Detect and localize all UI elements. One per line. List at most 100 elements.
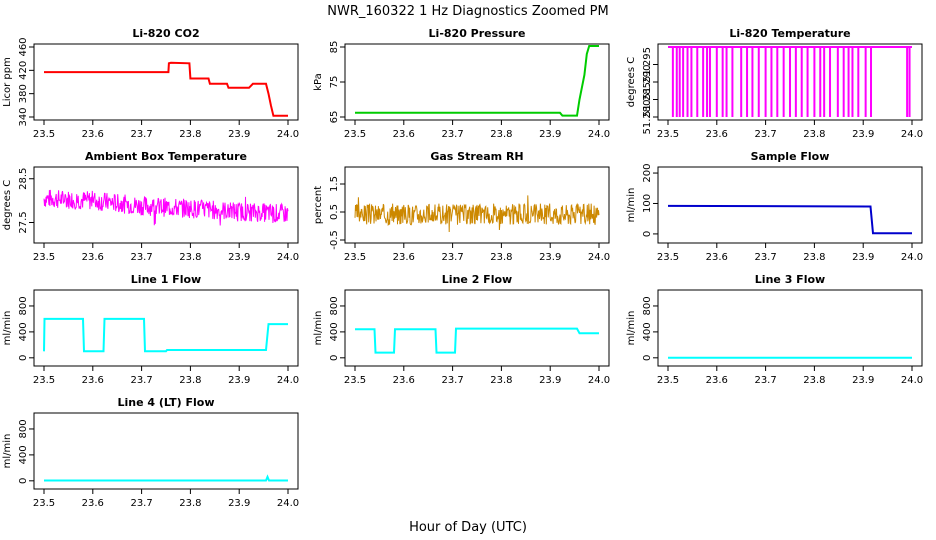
x-tick-label: 23.7 [441,129,463,140]
series-line [355,45,599,117]
panel-line4: Line 4 (LT) Flow ml/min 23.5 23.6 23.7 23.8 23… [2,396,299,509]
x-tick-label: 23.6 [82,129,104,140]
x-tick-label: 23.6 [82,252,104,263]
x-tick-label: 23.9 [228,129,250,140]
x-tick-label: 23.6 [393,129,415,140]
x-tick-label: 23.9 [852,375,874,386]
y-tick-label: 51.290 [642,65,653,100]
panel-sample_flow: Sample Flow ml/min 23.5 23.6 23.7 23.8 23.9 24.… [626,150,923,263]
y-axis-label: Licor ppm [2,57,13,107]
panels-grid: Li-820 CO2 Licor ppm 23.5 23.6 23.7 23.8 23.9 2… [2,27,923,509]
y-tick-label: 380 [18,84,29,103]
x-tick-label: 23.6 [82,375,104,386]
y-tick-label: 340 [18,107,29,126]
y-tick-label: 0 [18,355,29,361]
plot-frame [33,43,299,121]
x-tick-label: 23.7 [130,252,152,263]
x-tick-label: 23.7 [130,375,152,386]
y-tick-label: 0.5 [329,204,340,220]
x-tick-label: 24.0 [277,252,299,263]
panel-title: Ambient Box Temperature [85,150,247,163]
series-line [667,204,912,235]
x-tick-label: 23.8 [803,252,825,263]
y-tick-label: 800 [18,419,29,438]
x-tick-label: 23.5 [657,129,679,140]
plot-frame [344,289,610,367]
y-tick-label: 65 [329,111,340,124]
panel-title: Li-820 Pressure [429,27,526,40]
x-tick-label: 23.8 [179,129,201,140]
x-tick-label: 23.5 [657,252,679,263]
y-axis-label: ml/min [626,188,637,223]
x-tick-label: 23.5 [33,498,55,509]
panel-licor_temp: Li-820 Temperature degrees C 23.5 23.6 23.7 2… [626,27,923,140]
y-tick-label: 51.285 [642,82,653,117]
panel-pressure: Li-820 Pressure kPa 23.5 23.6 23.7 23.8 23.9 24… [313,27,610,140]
x-tick-label: 24.0 [901,129,923,140]
panel-box_temp: Ambient Box Temperature degrees C 23.5 23.6… [2,150,299,263]
x-tick-label: 23.6 [393,252,415,263]
x-tick-label: 24.0 [901,375,923,386]
y-tick-label: 0 [642,231,653,237]
x-tick-label: 23.8 [803,375,825,386]
y-tick-label: 420 [18,61,29,80]
y-tick-label: 51.280 [642,100,653,135]
x-tick-label: 23.8 [179,252,201,263]
y-axis-label: kPa [313,73,324,91]
x-tick-label: 23.8 [490,375,512,386]
x-axis-label: Hour of Day (UTC) [409,520,527,535]
x-tick-label: 23.7 [130,498,152,509]
x-tick-label: 23.9 [852,129,874,140]
x-tick-label: 24.0 [588,252,610,263]
x-tick-label: 23.6 [706,375,728,386]
panel-line1: Line 1 Flow ml/min 23.5 23.6 23.7 23.8 23.9 24.… [2,273,299,386]
y-tick-label: -0.5 [329,230,340,250]
plot-frame [33,412,299,490]
y-tick-label: 75 [329,76,340,89]
y-axis-label: ml/min [2,434,13,469]
y-tick-label: 0 [642,355,653,361]
x-tick-label: 23.8 [179,498,201,509]
plot-frame [33,289,299,367]
series-line [355,327,599,354]
x-tick-label: 23.7 [754,252,776,263]
y-axis-label: degrees C [626,57,637,107]
x-tick-label: 23.6 [706,252,728,263]
x-tick-label: 24.0 [588,375,610,386]
panel-title: Line 1 Flow [131,273,201,286]
x-tick-label: 23.5 [33,375,55,386]
y-tick-label: 100 [642,194,653,213]
x-tick-label: 23.7 [441,375,463,386]
y-tick-label: 51.295 [642,47,653,82]
x-tick-label: 24.0 [277,129,299,140]
panel-line2: Line 2 Flow ml/min 23.5 23.6 23.7 23.8 23.9 24.… [313,273,610,386]
y-tick-label: 1.5 [329,176,340,192]
panel-title: Li-820 CO2 [132,27,199,40]
x-tick-label: 23.8 [490,252,512,263]
series-noise [354,195,600,233]
y-axis-label: ml/min [626,311,637,346]
y-axis-label: degrees C [2,180,13,230]
y-axis-label: ml/min [2,311,13,346]
y-tick-label: 400 [329,322,340,341]
x-tick-label: 23.9 [539,129,561,140]
y-tick-label: 27.5 [18,211,29,233]
x-tick-label: 23.5 [33,252,55,263]
panel-title: Line 4 (LT) Flow [118,396,215,409]
x-tick-label: 23.9 [228,375,250,386]
plot-frame [657,166,923,244]
x-tick-label: 23.9 [228,252,250,263]
x-tick-label: 23.7 [754,375,776,386]
x-tick-label: 23.9 [852,252,874,263]
panel-line3: Line 3 Flow ml/min 23.5 23.6 23.7 23.8 23.9 24.… [626,273,923,386]
panel-title: Line 2 Flow [442,273,512,286]
x-tick-label: 23.5 [344,252,366,263]
x-tick-label: 23.9 [539,375,561,386]
y-tick-label: 85 [329,41,340,54]
x-tick-label: 24.0 [588,129,610,140]
x-tick-label: 24.0 [277,498,299,509]
x-tick-label: 23.5 [657,375,679,386]
panel-title: Sample Flow [751,150,830,163]
plot-frame [344,166,610,244]
